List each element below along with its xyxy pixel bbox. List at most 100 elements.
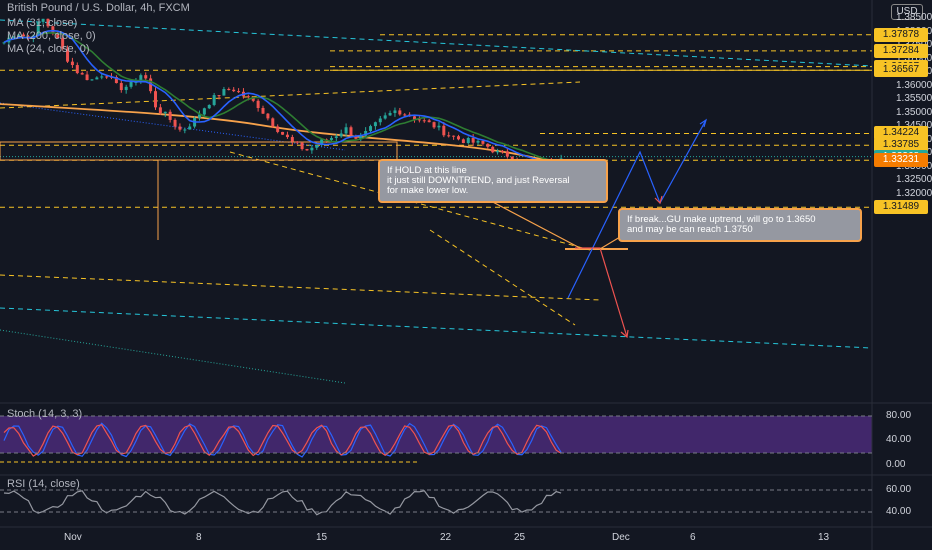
candle-body — [114, 76, 118, 84]
candle-body — [178, 126, 182, 130]
ma31-legend[interactable]: MA (31, close) — [7, 17, 78, 29]
candle-body — [153, 91, 157, 108]
candle-body — [285, 134, 289, 138]
candle-body — [2, 42, 6, 44]
symbol-title[interactable]: British Pound / U.S. Dollar, 4h, FXCM — [7, 2, 190, 14]
candle-body — [505, 151, 509, 157]
candle-body — [188, 126, 192, 130]
currency-button[interactable]: USD — [891, 4, 923, 20]
stoch-scale-80: 80.00 — [886, 410, 912, 421]
candle-body — [276, 126, 280, 132]
rsi-legend[interactable]: RSI (14, close) — [7, 478, 80, 490]
candle-body — [442, 125, 446, 136]
candle-body — [22, 34, 26, 37]
candle-body — [271, 118, 275, 127]
candle-body — [261, 107, 265, 114]
price-tag-level: 1.37284 — [874, 43, 928, 58]
projection-up — [567, 119, 707, 299]
candle-body — [90, 79, 94, 81]
price-tag-level: 1.37878 — [874, 27, 928, 42]
candle-body — [66, 48, 70, 62]
break-note[interactable]: If break...GU make uptrend, will go to 1… — [618, 208, 862, 242]
candle-body — [373, 122, 377, 127]
candle-body — [378, 118, 382, 123]
price-scale-label: 1.34500 — [896, 120, 932, 132]
candle-body — [163, 111, 167, 114]
candle-body — [447, 135, 451, 137]
time-axis-label: 15 — [316, 532, 328, 543]
time-axis-label: 13 — [818, 532, 830, 543]
rsi-line — [3, 490, 562, 516]
stoch-legend[interactable]: Stoch (14, 3, 3) — [7, 408, 83, 420]
ma200-legend[interactable]: MA (200, close, 0) — [7, 30, 96, 42]
price-scale-label: 1.37000 — [896, 52, 932, 64]
price-scale-label: 1.38500 — [896, 12, 932, 23]
candle-body — [364, 131, 368, 136]
price-tag-level: 1.34224 — [874, 126, 928, 141]
candle-body — [149, 78, 153, 92]
candle-body — [70, 61, 74, 66]
candle-body — [158, 107, 162, 114]
time-axis-label: 6 — [690, 532, 696, 543]
candle-body — [456, 136, 460, 140]
candle-body — [413, 116, 417, 120]
candle-body — [344, 127, 348, 134]
candle-body — [46, 18, 50, 27]
candle-body — [320, 139, 324, 146]
candle-body — [144, 75, 148, 79]
candle-body — [124, 86, 128, 91]
ma24-legend[interactable]: MA (24, close, 0) — [7, 43, 90, 55]
price-scale-label: 1.36000 — [896, 79, 932, 91]
rsi-scale-60: 60.00 — [886, 484, 912, 495]
candle-body — [339, 133, 343, 137]
candle-body — [354, 135, 358, 139]
candle-body — [290, 137, 294, 142]
candle-body — [281, 131, 285, 135]
rsi-scale-40: 40.00 — [886, 506, 912, 517]
candle-body — [12, 36, 16, 38]
candle-body — [212, 95, 216, 105]
candle-body — [207, 104, 211, 109]
candle-body — [427, 120, 431, 123]
candle-body — [334, 136, 338, 138]
candle-body — [237, 91, 241, 93]
candle-body — [36, 21, 40, 36]
ma31-line — [3, 29, 562, 164]
price-tag-order: 1.33231 — [874, 153, 928, 168]
time-axis-label: Nov — [64, 532, 82, 543]
candle-body — [466, 137, 470, 144]
candle-body — [129, 81, 133, 87]
candle-body — [383, 115, 387, 119]
price-scale-label: 1.32000 — [896, 187, 932, 199]
candle-body — [246, 96, 250, 98]
candle-body — [168, 111, 172, 120]
time-axis-label: Dec — [612, 532, 630, 543]
candle-body — [359, 135, 363, 139]
channel-line — [229, 151, 591, 251]
candle-body — [388, 112, 392, 116]
candle-body — [437, 125, 441, 128]
stoch-k-line — [3, 422, 562, 458]
candle-body — [251, 96, 255, 101]
candle-body — [56, 33, 60, 39]
price-tag-level: 1.31489 — [874, 200, 928, 215]
hold-note[interactable]: If HOLD at this line it just still DOWNT… — [378, 159, 608, 203]
candle-body — [491, 146, 495, 153]
arrow-head — [699, 118, 708, 128]
ma200-line — [0, 103, 571, 166]
candle-body — [266, 113, 270, 119]
candle-body — [510, 156, 514, 160]
trendline-lower — [0, 307, 873, 349]
stoch-scale-0: 0.00 — [886, 459, 906, 470]
candle-body — [300, 142, 304, 150]
candle-body — [119, 83, 123, 91]
trendline-yellow — [0, 81, 581, 109]
candle-body — [398, 110, 402, 115]
stoch-d-line — [3, 424, 562, 457]
candle-body — [105, 76, 109, 78]
candle-body — [17, 34, 21, 37]
candle-body — [393, 110, 397, 113]
candle-body — [486, 143, 490, 147]
